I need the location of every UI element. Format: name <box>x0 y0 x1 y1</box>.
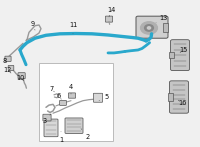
Text: 8: 8 <box>3 58 10 67</box>
FancyBboxPatch shape <box>65 118 83 133</box>
Bar <box>163 23 168 32</box>
Text: 3: 3 <box>43 114 51 123</box>
FancyBboxPatch shape <box>5 56 11 61</box>
Text: 14: 14 <box>107 7 115 17</box>
Text: 5: 5 <box>99 94 109 101</box>
Circle shape <box>145 25 153 31</box>
FancyBboxPatch shape <box>105 16 113 22</box>
Bar <box>39 63 113 141</box>
Text: 15: 15 <box>179 47 187 53</box>
Text: 6: 6 <box>57 93 61 99</box>
FancyBboxPatch shape <box>8 65 14 70</box>
FancyBboxPatch shape <box>44 119 58 137</box>
Text: 16: 16 <box>178 100 186 106</box>
Text: 10: 10 <box>16 75 24 81</box>
FancyBboxPatch shape <box>93 93 103 102</box>
Circle shape <box>147 27 151 29</box>
FancyBboxPatch shape <box>60 100 66 105</box>
FancyBboxPatch shape <box>136 16 168 38</box>
Bar <box>168 93 173 101</box>
Text: 2: 2 <box>81 129 90 140</box>
FancyBboxPatch shape <box>43 114 51 121</box>
FancyBboxPatch shape <box>170 81 188 113</box>
Text: 4: 4 <box>69 85 73 94</box>
Text: 1: 1 <box>59 132 63 143</box>
Text: 12: 12 <box>3 67 12 73</box>
Text: 13: 13 <box>156 15 167 23</box>
Text: 7: 7 <box>50 86 54 92</box>
Circle shape <box>141 22 157 34</box>
Text: 9: 9 <box>31 21 35 30</box>
FancyBboxPatch shape <box>68 93 76 98</box>
Text: 11: 11 <box>69 22 77 34</box>
Bar <box>169 52 174 58</box>
FancyBboxPatch shape <box>18 73 25 79</box>
FancyBboxPatch shape <box>170 40 190 71</box>
